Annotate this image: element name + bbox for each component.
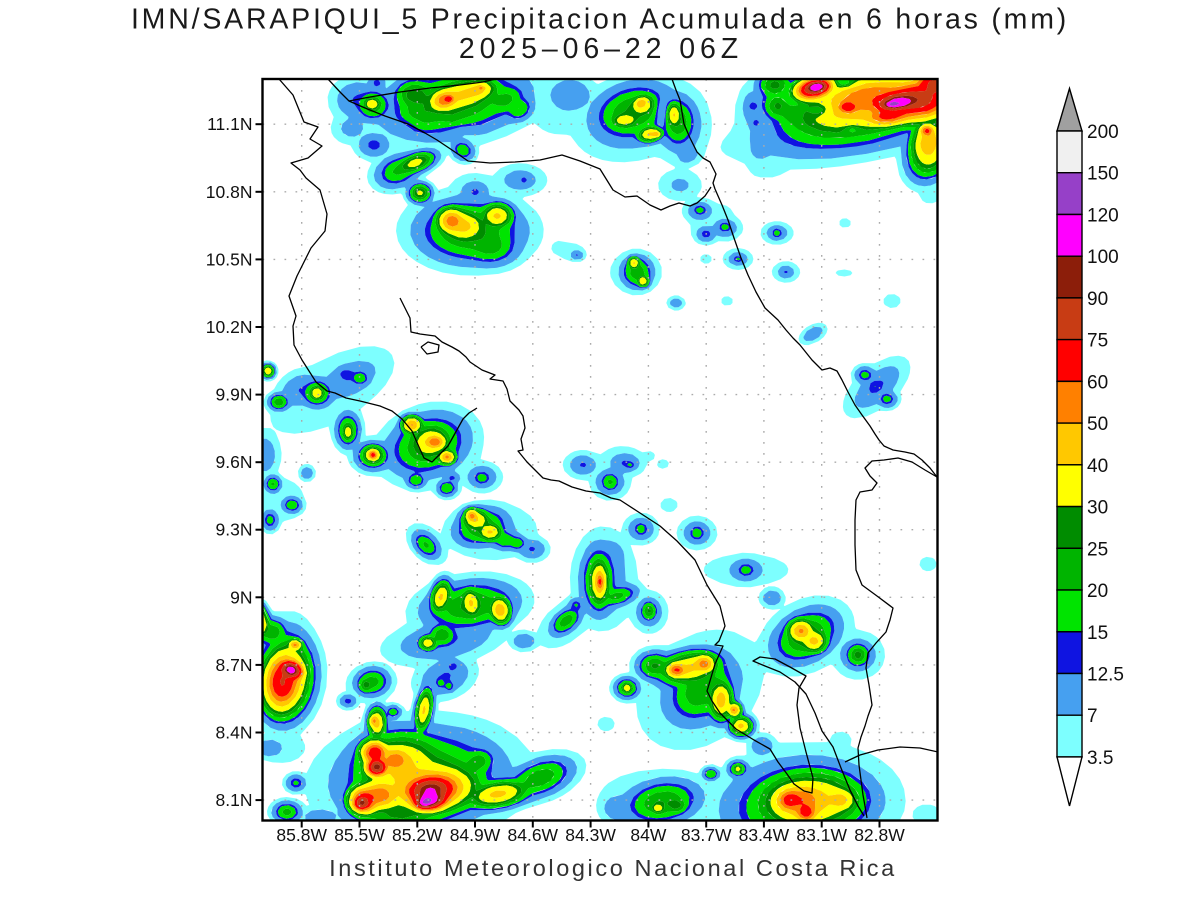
svg-text:9.9N: 9.9N xyxy=(216,385,253,405)
svg-text:40: 40 xyxy=(1087,456,1108,477)
svg-text:84W: 84W xyxy=(630,825,666,845)
svg-text:84.3W: 84.3W xyxy=(565,825,616,845)
svg-text:9N: 9N xyxy=(230,587,252,607)
svg-text:9.3N: 9.3N xyxy=(216,520,253,540)
svg-text:8.4N: 8.4N xyxy=(216,723,253,743)
svg-text:85.2W: 85.2W xyxy=(392,825,443,845)
svg-text:84.9W: 84.9W xyxy=(450,825,501,845)
svg-text:2025–06–22 06Z: 2025–06–22 06Z xyxy=(459,33,743,65)
svg-text:83.4W: 83.4W xyxy=(739,825,790,845)
svg-text:85.5W: 85.5W xyxy=(334,825,385,845)
svg-text:10.2N: 10.2N xyxy=(206,317,253,337)
svg-text:9.6N: 9.6N xyxy=(216,452,253,472)
svg-text:75: 75 xyxy=(1087,331,1108,352)
svg-text:200: 200 xyxy=(1087,122,1119,143)
svg-text:25: 25 xyxy=(1087,539,1108,560)
svg-text:50: 50 xyxy=(1087,414,1108,435)
svg-text:83.1W: 83.1W xyxy=(796,825,847,845)
svg-text:11.1N: 11.1N xyxy=(207,114,252,134)
svg-text:IMN/SARAPIQUI_5 Precipitacion: IMN/SARAPIQUI_5 Precipitacion Acumulada … xyxy=(131,4,1069,36)
svg-text:3.5: 3.5 xyxy=(1087,748,1113,769)
svg-text:150: 150 xyxy=(1087,164,1119,185)
svg-text:84.6W: 84.6W xyxy=(508,825,559,845)
svg-text:83.7W: 83.7W xyxy=(681,825,732,845)
svg-text:85.8W: 85.8W xyxy=(276,825,327,845)
svg-text:12.5: 12.5 xyxy=(1087,665,1124,686)
svg-text:60: 60 xyxy=(1087,372,1108,393)
svg-text:20: 20 xyxy=(1087,581,1108,602)
svg-text:100: 100 xyxy=(1087,247,1119,268)
svg-text:90: 90 xyxy=(1087,289,1108,310)
svg-text:15: 15 xyxy=(1087,623,1108,644)
svg-text:7: 7 xyxy=(1087,706,1098,727)
svg-text:Instituto Meteorologico Nacion: Instituto Meteorologico Nacional Costa R… xyxy=(329,855,897,881)
svg-text:30: 30 xyxy=(1087,498,1108,519)
svg-text:8.7N: 8.7N xyxy=(216,655,253,675)
svg-text:82.8W: 82.8W xyxy=(854,825,905,845)
svg-text:10.8N: 10.8N xyxy=(206,182,253,202)
svg-text:10.5N: 10.5N xyxy=(206,249,253,269)
svg-text:8.1N: 8.1N xyxy=(216,790,253,810)
svg-text:120: 120 xyxy=(1087,206,1119,227)
